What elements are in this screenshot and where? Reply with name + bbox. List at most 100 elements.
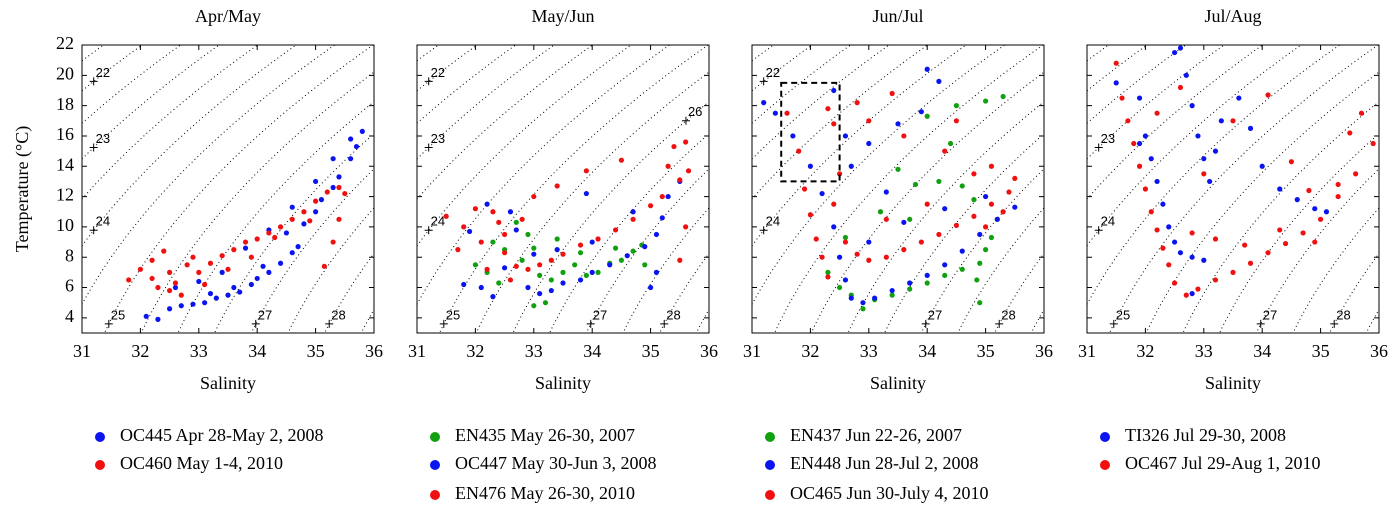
panel-title: May/Jun bbox=[532, 6, 595, 26]
data-point bbox=[577, 250, 584, 256]
data-point bbox=[918, 239, 924, 245]
data-point bbox=[866, 118, 872, 124]
data-point bbox=[1242, 242, 1248, 248]
data-point bbox=[202, 300, 208, 306]
data-point bbox=[178, 292, 184, 298]
panel-title: Apr/May bbox=[195, 6, 261, 26]
x-tick-label: 35 bbox=[1312, 341, 1330, 361]
legend-label: EN437 Jun 22-26, 2007 bbox=[790, 425, 962, 445]
isopycnal-label: 23 bbox=[431, 131, 445, 146]
y-tick-label: 8 bbox=[65, 245, 74, 265]
data-point bbox=[348, 136, 354, 142]
data-point bbox=[983, 193, 989, 200]
data-point bbox=[525, 284, 531, 291]
data-point bbox=[907, 286, 913, 292]
data-point bbox=[907, 216, 913, 222]
data-point bbox=[283, 230, 289, 236]
data-point bbox=[1294, 197, 1300, 203]
data-point bbox=[924, 113, 930, 119]
x-tick-label: 34 bbox=[1253, 341, 1271, 361]
legend-label: OC465 Jun 30-July 4, 2010 bbox=[790, 483, 989, 503]
isopycnal bbox=[82, 45, 259, 200]
data-point bbox=[583, 168, 589, 174]
data-point bbox=[1012, 175, 1018, 181]
data-point bbox=[330, 156, 336, 162]
data-point bbox=[1136, 140, 1143, 147]
data-point bbox=[1323, 209, 1330, 215]
data-point bbox=[1207, 178, 1213, 185]
isopycnal-marker bbox=[759, 226, 768, 235]
isopycnal bbox=[1087, 45, 1303, 247]
data-point bbox=[478, 239, 484, 245]
data-point bbox=[583, 190, 589, 197]
data-point bbox=[983, 224, 989, 230]
data-point bbox=[1259, 163, 1265, 169]
data-point bbox=[630, 216, 636, 222]
data-point bbox=[1212, 277, 1219, 283]
data-point bbox=[953, 103, 960, 109]
data-point bbox=[901, 219, 907, 225]
data-point bbox=[683, 139, 689, 145]
data-point bbox=[542, 300, 549, 306]
data-point bbox=[889, 90, 895, 97]
isopycnal-label: 22 bbox=[431, 65, 445, 80]
data-point bbox=[971, 213, 977, 219]
y-tick-label: 20 bbox=[56, 63, 74, 83]
legend-label: OC460 May 1-4, 2010 bbox=[120, 453, 283, 473]
data-point bbox=[190, 254, 196, 260]
data-point bbox=[977, 260, 983, 266]
data-point bbox=[1154, 227, 1160, 233]
data-point bbox=[353, 143, 360, 150]
data-point bbox=[1000, 93, 1006, 100]
data-point bbox=[537, 262, 543, 268]
data-point bbox=[161, 248, 167, 254]
data-point bbox=[461, 224, 467, 230]
data-point bbox=[677, 257, 683, 263]
data-point bbox=[260, 263, 266, 269]
data-point bbox=[907, 280, 913, 286]
isopycnal bbox=[1365, 309, 1379, 333]
data-point bbox=[1306, 187, 1312, 194]
isopycnal bbox=[140, 71, 374, 333]
data-point bbox=[242, 245, 249, 251]
data-point bbox=[1201, 257, 1207, 263]
data-point bbox=[1183, 72, 1189, 78]
data-point bbox=[648, 203, 654, 209]
data-point bbox=[659, 215, 665, 221]
data-point bbox=[1154, 178, 1160, 185]
isopycnal-label: 25 bbox=[446, 307, 460, 322]
data-point bbox=[266, 230, 272, 236]
data-point bbox=[883, 189, 889, 195]
data-point bbox=[1288, 159, 1294, 165]
data-point bbox=[630, 248, 636, 254]
legend-label: EN476 May 26-30, 2010 bbox=[455, 483, 635, 503]
data-point bbox=[831, 201, 837, 207]
data-point bbox=[1000, 209, 1006, 215]
data-point bbox=[219, 269, 225, 275]
data-point bbox=[924, 272, 930, 278]
data-point bbox=[837, 254, 843, 260]
data-point bbox=[854, 100, 860, 106]
isopycnal bbox=[622, 207, 709, 333]
axes-frame bbox=[751, 44, 1045, 334]
data-point bbox=[685, 168, 692, 174]
x-tick-label: 36 bbox=[1035, 341, 1053, 361]
data-point bbox=[953, 222, 960, 228]
data-point bbox=[502, 250, 508, 256]
isopycnal-label: 25 bbox=[111, 307, 125, 322]
legend-label: OC447 May 30-Jun 3, 2008 bbox=[455, 453, 657, 473]
data-point bbox=[225, 292, 231, 298]
y-tick-label: 14 bbox=[56, 154, 74, 174]
legend-label: EN435 May 26-30, 2007 bbox=[455, 425, 635, 445]
data-point bbox=[472, 262, 478, 268]
data-point bbox=[665, 193, 671, 200]
data-point bbox=[1195, 286, 1201, 292]
isopycnal bbox=[1087, 45, 1264, 200]
data-point bbox=[860, 306, 866, 312]
data-point bbox=[825, 269, 831, 275]
data-point bbox=[502, 265, 508, 271]
isopycnal-label: 28 bbox=[666, 307, 680, 322]
data-point bbox=[1189, 290, 1195, 297]
y-tick-label: 4 bbox=[65, 306, 74, 326]
data-point bbox=[336, 174, 342, 180]
